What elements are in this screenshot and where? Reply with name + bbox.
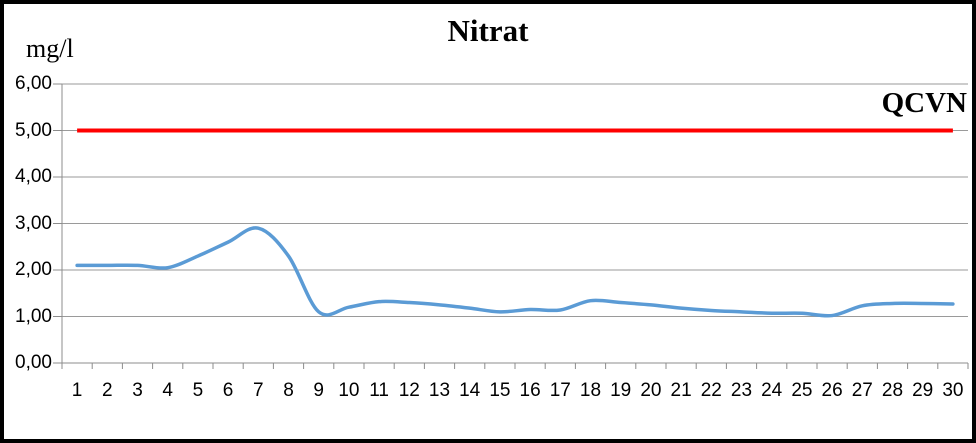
x-tick-label: 27 (851, 380, 873, 401)
qcvn-limit-annotation: QCVN (881, 87, 967, 119)
y-tick-label: 6,00 (15, 73, 52, 94)
x-tick-label: 24 (761, 380, 783, 401)
x-tick-label: 29 (912, 380, 934, 401)
x-tick-label: 19 (610, 380, 632, 401)
x-tick-label: 30 (942, 380, 964, 401)
y-axis-unit-label: mg/l (26, 34, 74, 63)
x-tick-label: 13 (428, 380, 451, 401)
x-tick-label: 22 (700, 380, 722, 401)
x-tick-label: 4 (162, 380, 173, 401)
y-tick-label: 0,00 (15, 352, 52, 373)
x-tick-label: 21 (670, 380, 692, 401)
x-tick-label: 9 (313, 380, 324, 401)
x-tick-label: 15 (489, 380, 511, 401)
x-tick-label: 16 (519, 380, 541, 401)
x-tick-label: 5 (192, 380, 204, 401)
y-tick-label: 2,00 (15, 259, 52, 280)
chart-title: Nitrat (447, 13, 529, 48)
y-tick-label: 5,00 (15, 119, 52, 141)
y-tick-label: 1,00 (15, 305, 52, 327)
x-tick-label: 17 (549, 380, 571, 401)
x-tick-label: 14 (459, 380, 481, 401)
y-tick-label: 4,00 (15, 166, 52, 187)
nitrat-series-line (75, 226, 955, 318)
x-tick-label: 12 (398, 380, 420, 401)
y-tick-label: 3,00 (15, 212, 52, 234)
x-tick-label: 7 (253, 380, 264, 401)
x-tick-label: 2 (102, 380, 113, 401)
x-tick-label: 25 (791, 380, 813, 401)
x-tick-label: 1 (71, 380, 83, 401)
x-tick-label: 6 (222, 380, 234, 401)
x-tick-label: 23 (730, 380, 753, 401)
x-tick-label: 28 (881, 380, 904, 401)
x-tick-label: 20 (640, 380, 662, 401)
x-tick-label: 8 (283, 380, 294, 401)
x-tick-label: 26 (821, 380, 843, 401)
x-tick-label: 3 (132, 380, 143, 401)
x-tick-label: 10 (338, 380, 360, 401)
x-tick-label: 18 (579, 380, 602, 401)
x-tick-label: 11 (369, 380, 389, 401)
